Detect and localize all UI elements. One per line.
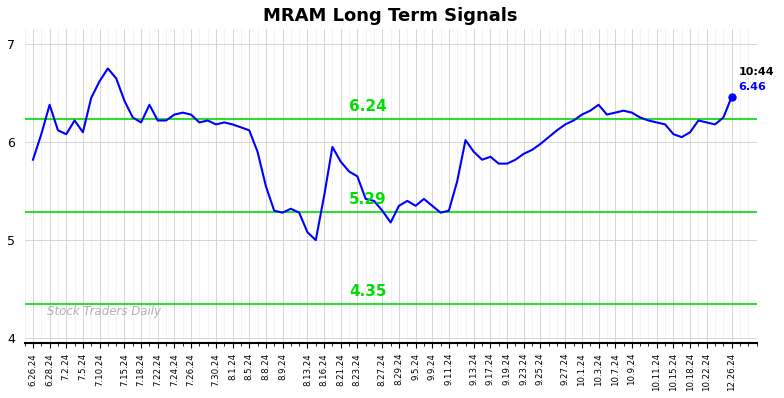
- Text: 4.35: 4.35: [349, 284, 387, 299]
- Title: MRAM Long Term Signals: MRAM Long Term Signals: [263, 7, 518, 25]
- Text: 5.29: 5.29: [349, 192, 387, 207]
- Text: 6.24: 6.24: [349, 99, 387, 114]
- Text: 6.46: 6.46: [739, 82, 766, 92]
- Text: Stock Traders Daily: Stock Traders Daily: [46, 305, 161, 318]
- Text: 10:44: 10:44: [739, 67, 774, 77]
